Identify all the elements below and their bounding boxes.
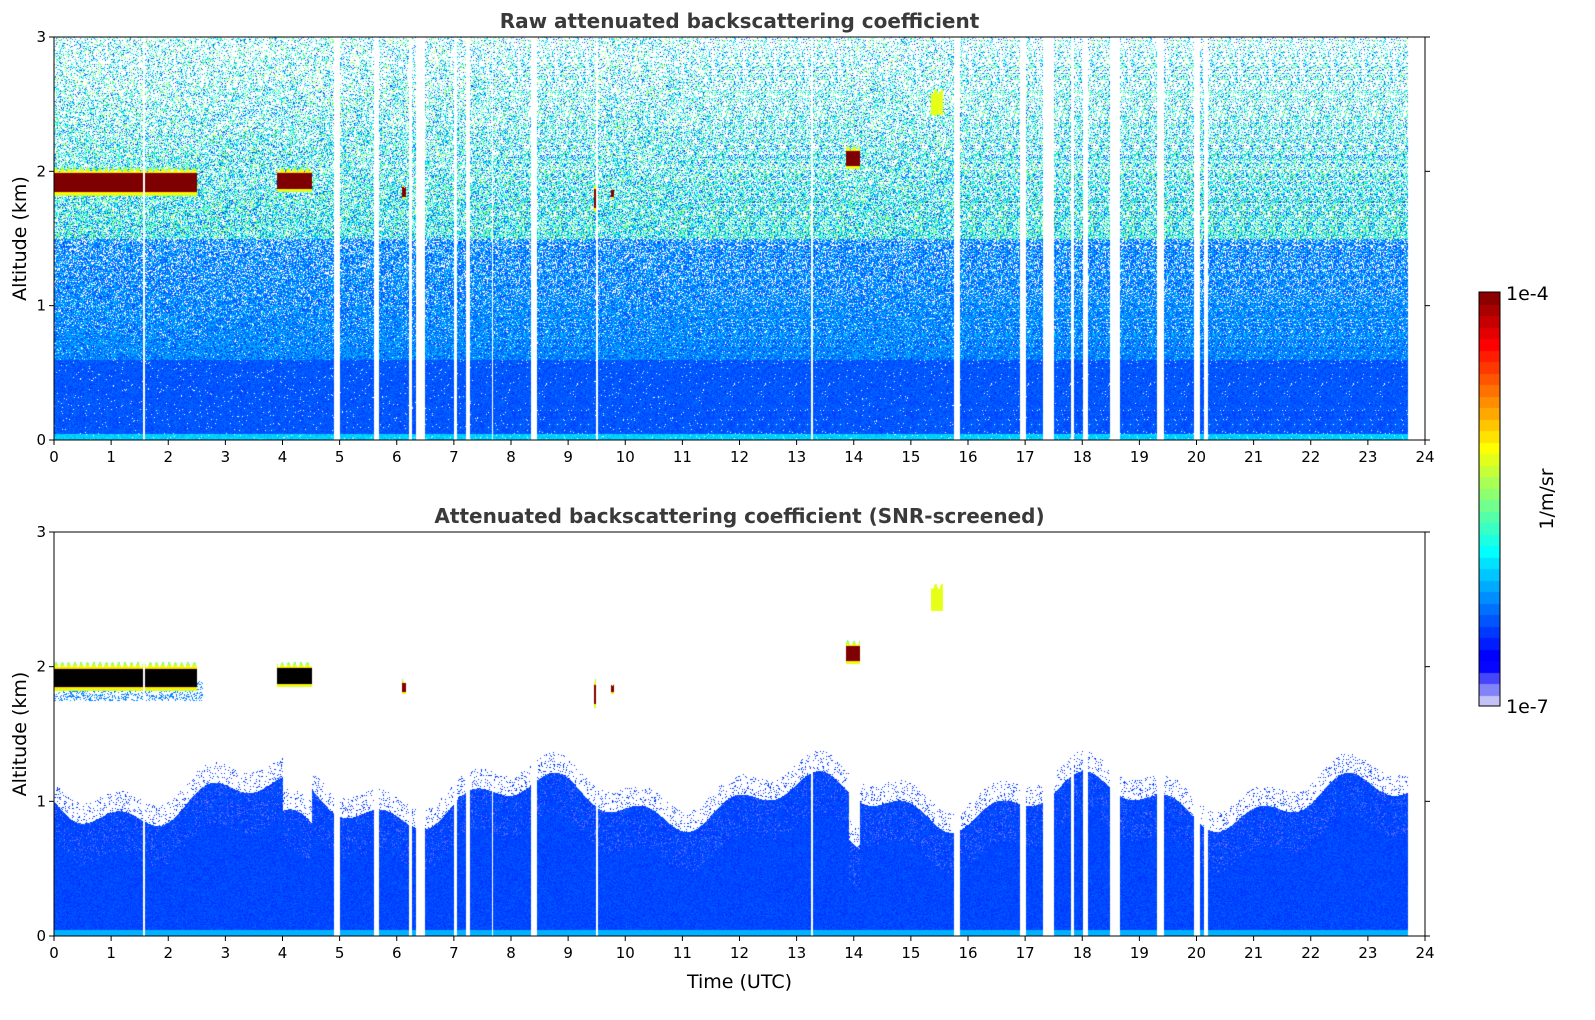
- x-tick-label: 21: [1244, 448, 1263, 466]
- x-tick-label: 20: [1187, 944, 1206, 962]
- x-tick-label: 13: [787, 944, 806, 962]
- x-tick-label: 5: [335, 944, 345, 962]
- x-tick-label: 2: [163, 448, 173, 466]
- x-tick-label: 14: [844, 944, 863, 962]
- panel-raw: 0 1 2 3 4 5 6 7 8 9 10 11 12 13 14 15 16 17 18 19 20 21 22 23 24…: [9, 9, 1435, 466]
- x-tick-label: 22: [1301, 448, 1320, 466]
- panel-title: Raw attenuated backscattering coefficien…: [500, 9, 980, 33]
- x-tick-label: 15: [901, 944, 920, 962]
- axes-frame: [53, 36, 1426, 441]
- x-tick-label: 17: [1016, 448, 1035, 466]
- x-tick-label: 21: [1244, 944, 1263, 962]
- panel-screened: 0 1 2 3 4 5 6 7 8 9 10 11 12 13 14 15 16 17 18 19 20 21 22 23 24…: [9, 504, 1435, 993]
- x-tick-label: 22: [1301, 944, 1320, 962]
- y-tick-label: 0: [36, 431, 46, 449]
- x-tick-label: 18: [1073, 448, 1092, 466]
- heatmap-screened: [54, 532, 1425, 936]
- x-tick-label: 10: [616, 448, 635, 466]
- x-tick-label: 9: [563, 448, 573, 466]
- x-tick-label: 19: [1130, 448, 1149, 466]
- x-tick-label: 24: [1415, 448, 1434, 466]
- x-tick-label: 10: [616, 944, 635, 962]
- x-tick-label: 7: [449, 944, 459, 962]
- x-tick-label: 5: [335, 448, 345, 466]
- x-tick-label: 7: [449, 448, 459, 466]
- y-axis-label: Altitude (km): [9, 672, 31, 797]
- x-tick-label: 8: [506, 448, 516, 466]
- x-tick-label: 11: [673, 944, 692, 962]
- x-tick-label: 16: [958, 448, 977, 466]
- x-tick-label: 17: [1016, 944, 1035, 962]
- x-tick-label: 13: [787, 448, 806, 466]
- y-tick-label: 1: [36, 792, 46, 810]
- colorbar-max-label: 1e-4: [1506, 283, 1549, 305]
- axes-frame: [53, 531, 1426, 937]
- x-tick-label: 6: [392, 944, 402, 962]
- y-tick-label: 1: [36, 297, 46, 315]
- x-tick-label: 4: [278, 448, 288, 466]
- x-tick-label: 2: [163, 944, 173, 962]
- x-tick-label: 1: [106, 448, 116, 466]
- x-tick-label: 23: [1358, 448, 1377, 466]
- x-tick-label: 24: [1415, 944, 1434, 962]
- y-tick-label: 2: [36, 658, 46, 676]
- x-tick-label: 1: [106, 944, 116, 962]
- colorbar-frame: [1478, 291, 1501, 707]
- x-axis-label: Time (UTC): [686, 971, 792, 993]
- x-tick-label: 3: [221, 448, 231, 466]
- y-axis-label: Altitude (km): [9, 176, 31, 301]
- x-tick-label: 23: [1358, 944, 1377, 962]
- x-tick-label: 16: [958, 944, 977, 962]
- x-tick-label: 18: [1073, 944, 1092, 962]
- x-tick-label: 0: [49, 944, 59, 962]
- colorbar-min-label: 1e-7: [1506, 696, 1549, 718]
- x-tick-label: 6: [392, 448, 402, 466]
- x-tick-label: 12: [730, 944, 749, 962]
- panel-title: Attenuated backscattering coefficient (S…: [434, 504, 1044, 528]
- x-tick-label: 20: [1187, 448, 1206, 466]
- x-tick-label: 19: [1130, 944, 1149, 962]
- x-tick-label: 15: [901, 448, 920, 466]
- y-tick-label: 0: [36, 927, 46, 945]
- x-tick-label: 3: [221, 944, 231, 962]
- x-tick-label: 0: [49, 448, 59, 466]
- x-tick-label: 12: [730, 448, 749, 466]
- heatmap-raw: [54, 37, 1425, 440]
- colorbar-gradient: [1479, 292, 1500, 706]
- x-tick-label: 9: [563, 944, 573, 962]
- y-tick-label: 2: [36, 162, 46, 180]
- x-tick-label: 8: [506, 944, 516, 962]
- x-tick-label: 4: [278, 944, 288, 962]
- colorbar-label: 1/m/sr: [1536, 468, 1558, 529]
- x-tick-label: 14: [844, 448, 863, 466]
- y-tick-label: 3: [36, 523, 46, 541]
- x-tick-label: 11: [673, 448, 692, 466]
- y-tick-label: 3: [36, 28, 46, 46]
